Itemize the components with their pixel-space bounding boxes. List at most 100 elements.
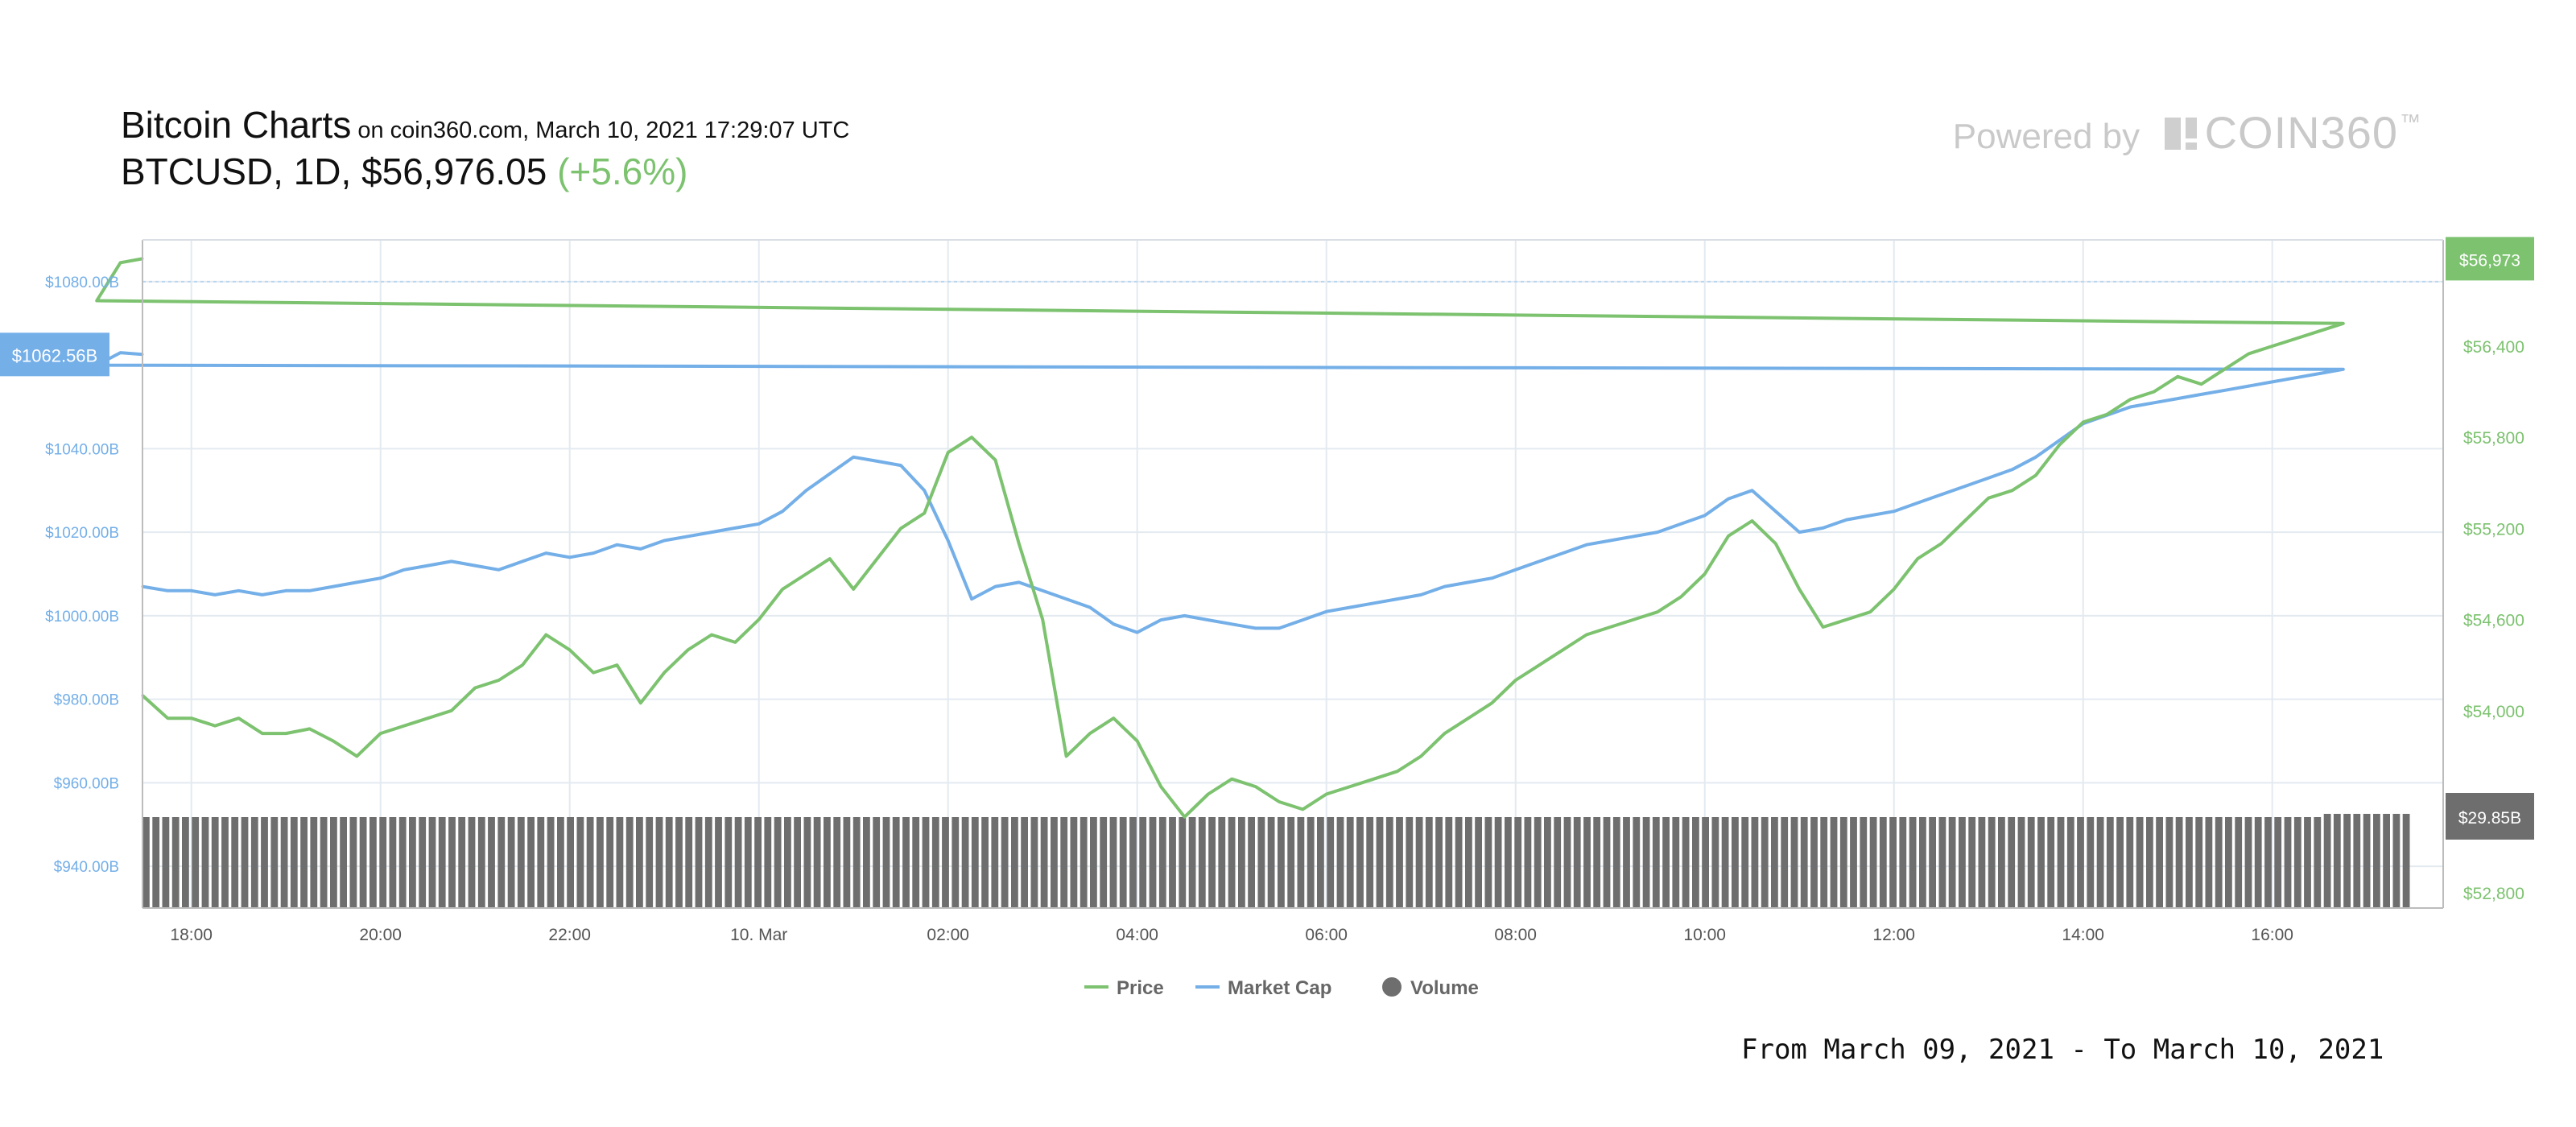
price-line-point bbox=[355, 754, 358, 758]
volume-bar bbox=[2392, 814, 2401, 908]
volume-bar bbox=[2323, 814, 2331, 908]
price-line-point bbox=[1656, 610, 1659, 613]
volume-bar bbox=[2077, 817, 2084, 908]
volume-bar bbox=[1336, 817, 1344, 908]
volume-bar bbox=[1662, 817, 1670, 908]
volume-bar bbox=[843, 817, 851, 908]
market-cap-line-point bbox=[332, 585, 335, 588]
volume-bar bbox=[715, 817, 722, 908]
market-cap-line-point bbox=[1373, 601, 1375, 605]
volume-bar bbox=[261, 817, 268, 908]
y-left-tick-label: $960.00B bbox=[54, 775, 119, 792]
volume-bar bbox=[497, 817, 506, 908]
price-line-point bbox=[1230, 778, 1233, 781]
market-cap-line-point bbox=[1798, 530, 1801, 534]
price-line-point bbox=[1254, 785, 1257, 788]
volume-bar bbox=[813, 817, 821, 908]
volume-bar bbox=[409, 817, 416, 908]
volume-bar bbox=[1119, 817, 1127, 908]
market-cap-line-point bbox=[1396, 597, 1399, 601]
volume-bar bbox=[1929, 817, 1936, 908]
volume-bar bbox=[182, 817, 189, 908]
volume-bar bbox=[1820, 817, 1828, 908]
market-cap-line-point bbox=[1514, 568, 1517, 572]
volume-bar bbox=[567, 817, 574, 908]
volume-current-label: $29.85B bbox=[2458, 809, 2521, 828]
price-line-point bbox=[2294, 337, 2297, 341]
ticker-price: $56,976.05 bbox=[361, 151, 547, 192]
market-cap-line-point bbox=[284, 589, 287, 592]
market-cap-line-point bbox=[2271, 380, 2274, 383]
market-cap-line-point bbox=[1963, 485, 1967, 488]
market-cap-line-point bbox=[2223, 389, 2227, 392]
market-cap-line-point bbox=[1845, 518, 1848, 522]
series-lines bbox=[95, 257, 2345, 819]
price-line-point bbox=[2105, 413, 2108, 416]
volume-bar bbox=[2175, 817, 2183, 908]
price-line-point bbox=[2129, 398, 2132, 401]
volume-bar bbox=[1988, 817, 1996, 908]
volume-bar bbox=[2314, 817, 2322, 908]
market-cap-line-point bbox=[876, 460, 879, 463]
volume-bar bbox=[1158, 817, 1166, 908]
volume-bar bbox=[1682, 817, 1690, 908]
volume-bar bbox=[507, 817, 515, 908]
powered-by-brand[interactable]: Powered by COIN360™ bbox=[1953, 106, 2421, 159]
market-cap-line-point bbox=[1822, 526, 1825, 530]
volume-bar bbox=[2087, 817, 2095, 908]
chart-header: Bitcoin Charts on coin360.com, March 10, … bbox=[121, 103, 849, 193]
volume-bar bbox=[794, 817, 801, 908]
volume-bar bbox=[1228, 817, 1236, 908]
volume-bar bbox=[2215, 817, 2223, 908]
price-current-badge bbox=[2446, 237, 2534, 281]
price-line-point bbox=[1916, 557, 1919, 560]
volume-bar bbox=[2264, 817, 2272, 908]
market-cap-line-point bbox=[2247, 385, 2250, 388]
volume-bar bbox=[1909, 817, 1917, 908]
volume-bar bbox=[211, 817, 219, 908]
volume-bar bbox=[1208, 817, 1216, 908]
volume-bar bbox=[744, 817, 752, 908]
volume-bar bbox=[2027, 817, 2035, 908]
price-line-point bbox=[402, 724, 406, 728]
y-right-tick-label: $55,200 bbox=[2463, 520, 2524, 539]
price-line-point bbox=[1893, 588, 1896, 591]
volume-bar bbox=[1692, 817, 1699, 908]
legend-swatch-dot bbox=[1382, 977, 1402, 997]
price-line-point bbox=[2271, 345, 2274, 348]
market-cap-line-point bbox=[1041, 589, 1044, 592]
volume-bar bbox=[488, 817, 495, 908]
volume-bar bbox=[419, 817, 427, 908]
price-line-point bbox=[1207, 793, 1210, 795]
market-cap-line-point bbox=[2153, 401, 2156, 404]
volume-bar bbox=[2008, 817, 2016, 908]
y-right-tick-label: $54,000 bbox=[2463, 703, 2524, 721]
price-line-point bbox=[1183, 815, 1186, 819]
price-line-point bbox=[1633, 618, 1636, 621]
market-cap-line-point bbox=[190, 589, 193, 592]
legend[interactable]: Price Market Cap Volume bbox=[1084, 977, 1479, 999]
volume-bar bbox=[2284, 817, 2292, 908]
x-tick-label: 14:00 bbox=[2062, 926, 2104, 944]
volume-bar bbox=[1465, 817, 1472, 908]
market-cap-line-point bbox=[1088, 606, 1092, 609]
x-tick-label: 10:00 bbox=[1683, 926, 1726, 944]
market-cap-line-point bbox=[1254, 626, 1257, 630]
volume-bar bbox=[1070, 817, 1078, 908]
volume-bar bbox=[1534, 817, 1542, 908]
market-cap-line-point bbox=[828, 473, 832, 475]
volume-bar bbox=[517, 817, 525, 908]
volume-bar bbox=[1139, 817, 1147, 908]
volume-bar bbox=[152, 817, 160, 908]
volume-bar bbox=[606, 817, 614, 908]
market-cap-line-point bbox=[1679, 522, 1682, 526]
market-cap-current-label: $1062.56B bbox=[12, 345, 97, 365]
market-cap-line-point bbox=[544, 551, 547, 555]
volume-bar bbox=[389, 817, 397, 908]
volume-bar bbox=[597, 817, 604, 908]
volume-bar bbox=[1396, 817, 1403, 908]
volume-bar bbox=[1169, 817, 1176, 908]
volume-bar bbox=[1317, 817, 1324, 908]
market-cap-line-point bbox=[213, 593, 217, 597]
